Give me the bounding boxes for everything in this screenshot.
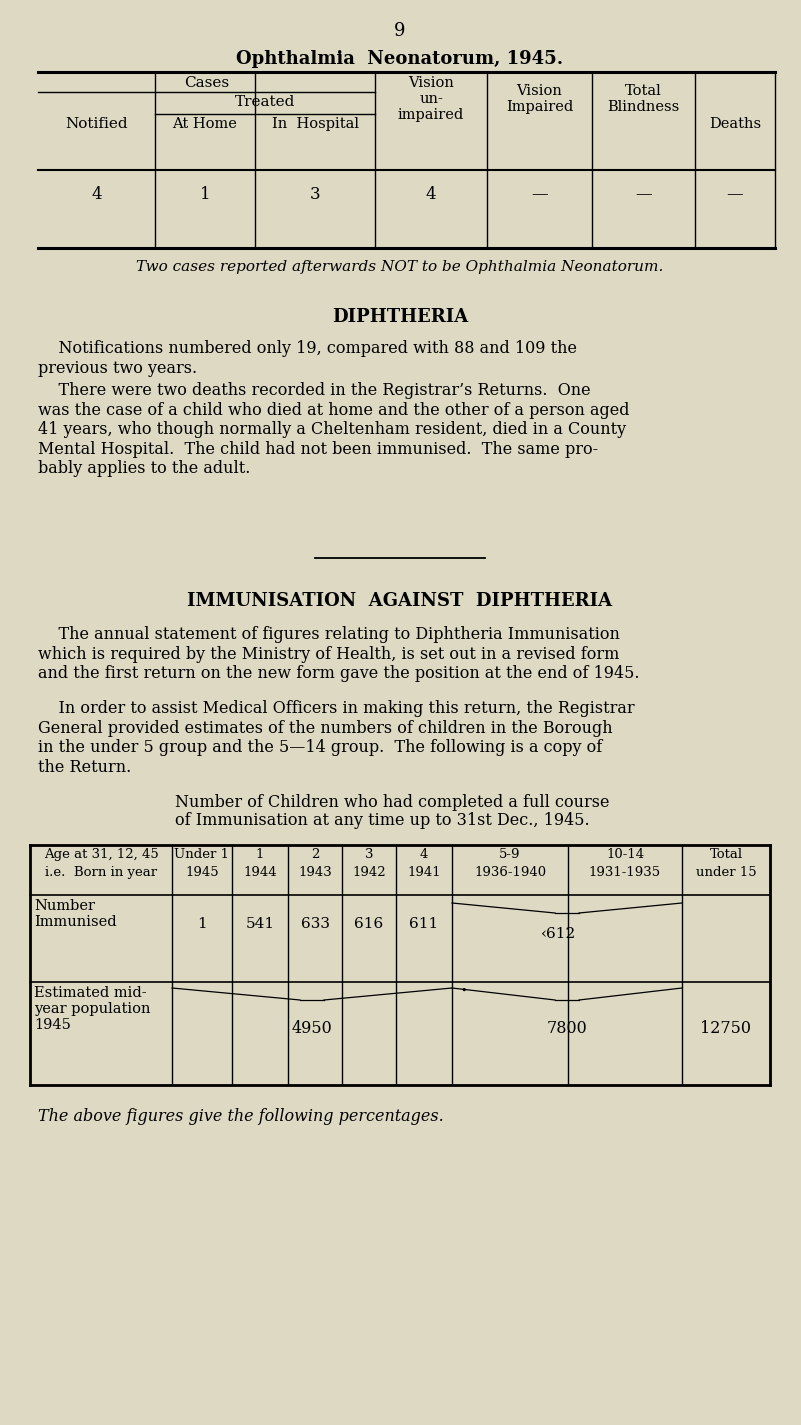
Text: DIPHTHERIA: DIPHTHERIA [332,308,468,326]
Text: Treated: Treated [235,95,296,108]
Text: The above figures give the following percentages.: The above figures give the following per… [38,1109,444,1124]
Text: Under 1: Under 1 [175,848,230,861]
Text: Number of Children who had completed a full course: Number of Children who had completed a f… [175,794,610,811]
Text: 611: 611 [409,918,439,931]
Text: 616: 616 [354,918,384,931]
Text: 7800: 7800 [546,1020,587,1037]
Text: Notified: Notified [65,117,128,131]
Text: of Immunisation at any time up to 31st Dec., 1945.: of Immunisation at any time up to 31st D… [175,812,590,829]
Text: 1: 1 [197,918,207,931]
Text: Cases: Cases [184,76,229,90]
Text: Vision
un-
impaired: Vision un- impaired [398,76,464,123]
Text: 3: 3 [310,187,320,202]
Text: 1936-1940: 1936-1940 [474,866,546,879]
Text: Deaths: Deaths [709,117,761,131]
Text: Total: Total [710,848,743,861]
Text: Estimated mid-
year population
1945: Estimated mid- year population 1945 [34,986,151,1032]
Text: Ophthalmia  Neonatorum, 1945.: Ophthalmia Neonatorum, 1945. [236,50,564,68]
Text: ‹612: ‹612 [541,928,577,941]
Text: 633: 633 [300,918,329,931]
Text: 1: 1 [199,187,211,202]
Text: 541: 541 [245,918,275,931]
Text: Age at 31, 12, 45: Age at 31, 12, 45 [43,848,159,861]
Text: 1931-1935: 1931-1935 [589,866,661,879]
Text: Number
Immunised: Number Immunised [34,899,117,929]
Text: —: — [635,187,652,202]
Text: In  Hospital: In Hospital [272,117,359,131]
Text: 9: 9 [394,21,406,40]
Text: 1944: 1944 [244,866,277,879]
Text: 5-9: 5-9 [499,848,521,861]
Text: —: — [727,187,743,202]
Text: 2: 2 [311,848,319,861]
Text: 1: 1 [256,848,264,861]
Text: 1945: 1945 [185,866,219,879]
Text: 1943: 1943 [298,866,332,879]
Text: Two cases reported afterwards NOT to be Ophthalmia Neonatorum.: Two cases reported afterwards NOT to be … [136,259,664,274]
Text: i.e.  Born in year: i.e. Born in year [45,866,157,879]
Text: 4: 4 [425,187,437,202]
Text: 4: 4 [420,848,429,861]
Text: 3: 3 [364,848,373,861]
Text: •: • [460,986,466,996]
Text: Notifications numbered only 19, compared with 88 and 109 the
previous two years.: Notifications numbered only 19, compared… [38,341,577,376]
Text: 12750: 12750 [701,1020,751,1037]
Text: There were two deaths recorded in the Registrar’s Returns.  One
was the case of : There were two deaths recorded in the Re… [38,382,630,477]
Text: Total
Blindness: Total Blindness [607,84,679,114]
Text: 1941: 1941 [407,866,441,879]
Text: 4: 4 [91,187,102,202]
Text: In order to assist Medical Officers in making this return, the Registrar
General: In order to assist Medical Officers in m… [38,700,634,775]
Text: IMMUNISATION  AGAINST  DIPHTHERIA: IMMUNISATION AGAINST DIPHTHERIA [187,591,613,610]
Text: At Home: At Home [172,117,237,131]
Text: 1942: 1942 [352,866,386,879]
Text: 4950: 4950 [292,1020,332,1037]
Text: under 15: under 15 [696,866,756,879]
Text: —: — [531,187,548,202]
Text: Vision
Impaired: Vision Impaired [506,84,574,114]
Text: 10-14: 10-14 [606,848,644,861]
Text: The annual statement of figures relating to Diphtheria Immunisation
which is req: The annual statement of figures relating… [38,626,639,683]
